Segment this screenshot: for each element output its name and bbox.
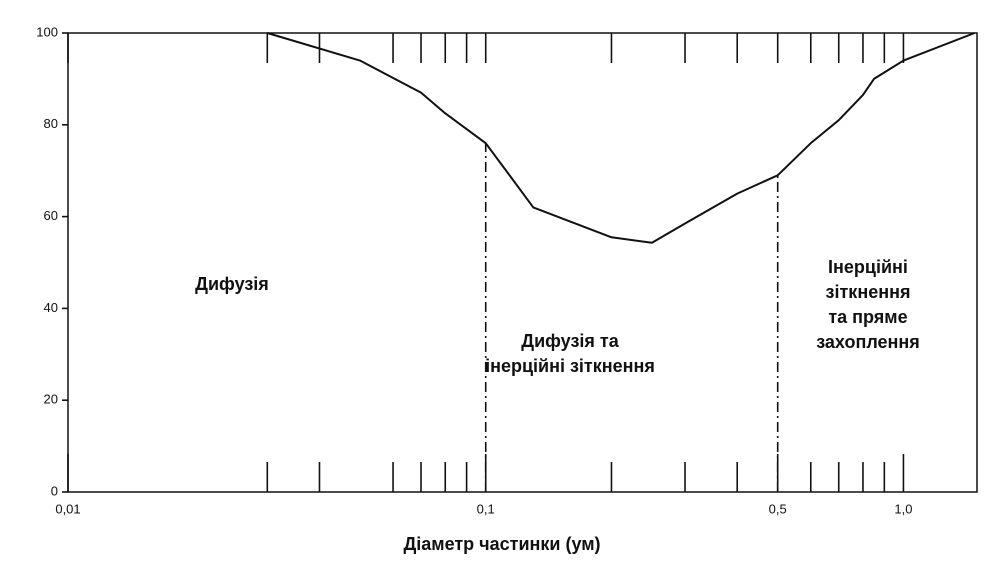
x-tick-label: 1,0 (894, 501, 912, 516)
y-tick-label: 80 (44, 116, 58, 131)
y-tick-label: 60 (44, 208, 58, 223)
x-tick-label: 0,5 (769, 501, 787, 516)
x-tick-label: 0,01 (55, 501, 80, 516)
annotation: захоплення (816, 332, 920, 352)
annotation: Інерційні (828, 257, 908, 277)
y-tick-label: 20 (44, 392, 58, 407)
x-tick-label: 0,1 (477, 501, 495, 516)
annotation: Дифузія та (521, 331, 619, 351)
annotation: Дифузія (195, 274, 269, 294)
annotation: та пряме (828, 307, 907, 327)
annotation: інерційні зіткнення (485, 356, 655, 376)
y-tick-label: 100 (36, 24, 58, 39)
x-axis-label: Діаметр частинки (ум) (403, 534, 600, 554)
y-tick-label: 0 (51, 483, 58, 498)
annotation: зіткнення (826, 282, 911, 302)
y-tick-label: 40 (44, 300, 58, 315)
curve (267, 32, 975, 244)
plot-frame (67, 32, 978, 493)
